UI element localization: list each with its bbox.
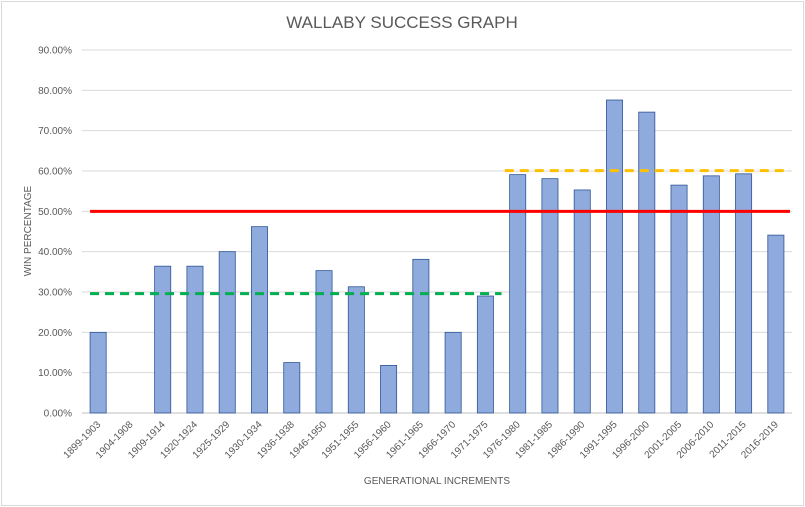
bar [412,258,430,414]
bar [186,265,204,414]
y-axis-title: WIN PERCENTAGE [23,185,34,276]
y-tick-label: 30.00% [38,288,72,299]
bar [283,362,301,414]
bar [702,175,720,414]
x-axis-title: GENERATIONAL INCREMENTS [364,476,510,487]
y-tick-label: 40.00% [38,247,72,258]
bar [735,173,753,414]
bar [670,184,688,414]
y-tick-label: 90.00% [38,46,72,57]
y-tick-label: 0.00% [44,409,72,420]
chart-title: WALLABY SUCCESS GRAPH [286,13,517,32]
bar [251,226,268,414]
y-tick-label: 60.00% [38,167,72,178]
y-axis-ticks: 0.00% 10.00% 20.00% 30.00% 40.00% 50.00% 60.00… [38,46,72,420]
reference-lines [90,169,790,296]
bars [89,99,785,414]
bar [347,286,365,414]
bar [573,189,591,414]
y-tick-label: 50.00% [38,207,72,218]
bar [767,234,785,414]
bar [444,331,462,414]
y-tick-label: 70.00% [38,126,72,137]
bar [606,99,623,414]
bar [218,251,236,414]
y-tick-label: 10.00% [38,368,72,379]
bar [638,111,656,414]
bar [476,295,494,414]
y-tick-label: 80.00% [38,86,72,97]
y-tick-label: 20.00% [38,328,72,339]
x-axis-ticks: 1899-19031904-19081909-19141920-19241925… [62,419,782,461]
bar [380,365,398,414]
bar [509,174,527,414]
bar [315,270,333,414]
bar [154,265,172,414]
bar [541,178,559,414]
bar [89,331,107,414]
